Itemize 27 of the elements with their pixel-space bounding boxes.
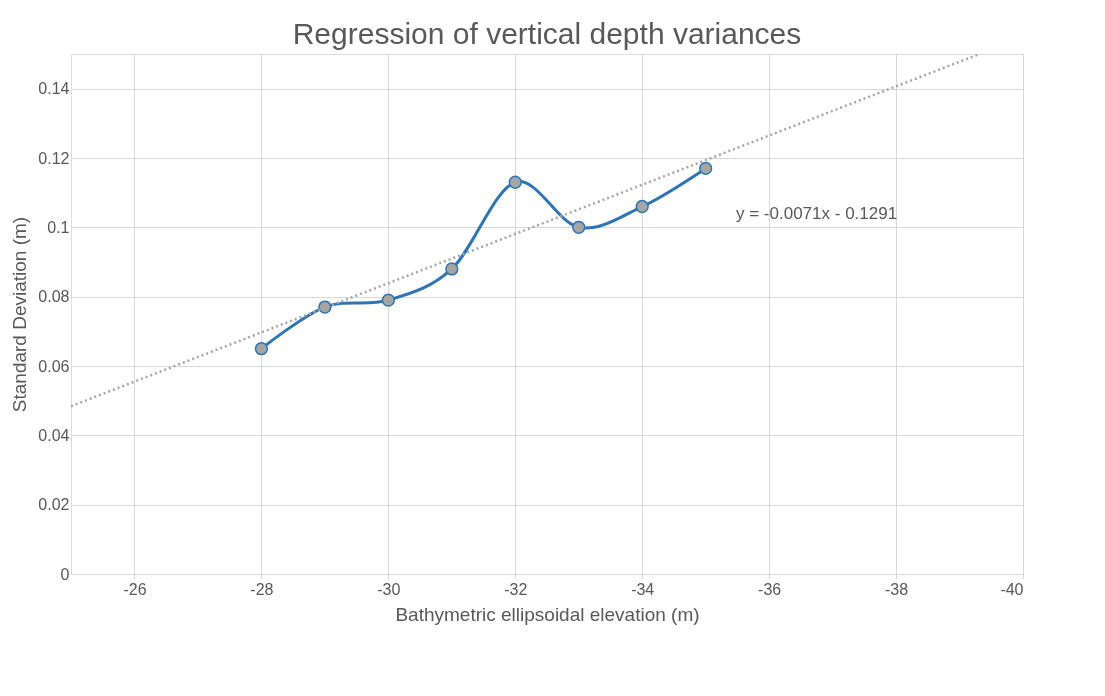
x-tick-label: -26 bbox=[123, 580, 147, 598]
x-tick-label: -28 bbox=[250, 580, 274, 598]
x-tick-label: -34 bbox=[631, 580, 655, 598]
y-tick-label: 0.12 bbox=[38, 149, 70, 167]
chart-title: Regression of vertical depth variances bbox=[292, 17, 802, 50]
x-axis-title: Bathymetric ellipsoidal elevation (m) bbox=[395, 603, 700, 625]
y-tick-label: 0.14 bbox=[38, 80, 70, 98]
x-tick-label: -32 bbox=[504, 580, 528, 598]
point bbox=[699, 161, 713, 176]
y-tick-label: 0.06 bbox=[38, 357, 70, 375]
point bbox=[254, 342, 269, 356]
x-tick-label: -30 bbox=[377, 580, 401, 598]
y-tick-label: 0 bbox=[60, 565, 70, 583]
x-tick-label: -36 bbox=[758, 580, 782, 598]
y-tick-label: 0.04 bbox=[38, 426, 70, 444]
point bbox=[572, 220, 586, 234]
point bbox=[508, 175, 522, 189]
annotation: y = -0.0071x - 0.1291 bbox=[736, 204, 898, 223]
x-tick-label: -40 bbox=[1000, 580, 1024, 598]
x-tick-label: -38 bbox=[885, 580, 909, 598]
y-tick-label: 0.1 bbox=[47, 218, 70, 236]
y-axis-title: Standard Deviation (m) bbox=[9, 216, 31, 413]
y-tick-label: 0.02 bbox=[38, 496, 70, 514]
point bbox=[445, 262, 459, 276]
point bbox=[635, 199, 649, 214]
point bbox=[381, 293, 395, 307]
y-tick-label: 0.08 bbox=[38, 288, 70, 306]
